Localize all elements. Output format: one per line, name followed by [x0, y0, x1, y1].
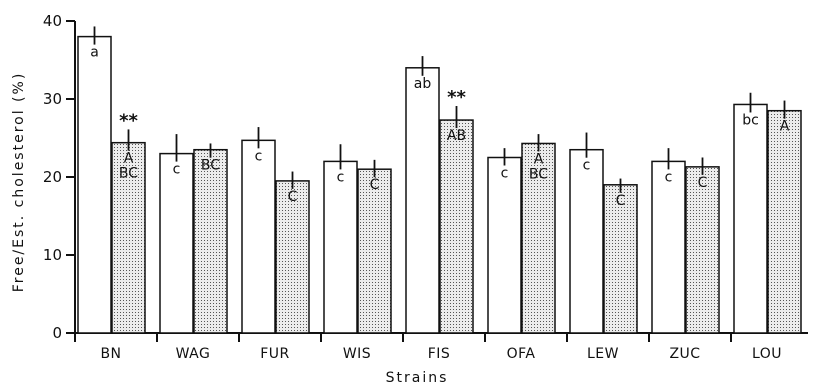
significance-letter: c	[173, 162, 181, 178]
bar-stippled	[193, 148, 228, 334]
bar-free-open	[405, 67, 440, 334]
x-category-label: WAG	[176, 346, 211, 362]
significance-letter: C	[698, 175, 708, 191]
bar-free-open	[733, 103, 768, 334]
significance-letter: c	[665, 169, 673, 185]
x-category-label: FUR	[260, 346, 290, 362]
y-tick-label: 20	[43, 168, 62, 186]
significance-letter: BC	[529, 166, 548, 182]
significance-letter: a	[90, 45, 99, 61]
significance-letter: BC	[119, 166, 138, 182]
bar-stippled	[357, 168, 392, 334]
bar-stippled	[685, 166, 720, 334]
significance-stars: **	[119, 110, 138, 131]
significance-stars: **	[447, 87, 466, 108]
significance-letter: C	[288, 189, 298, 205]
significance-letter: A	[124, 151, 134, 167]
significance-letter: AB	[447, 128, 466, 144]
x-category-label: FIS	[428, 346, 451, 362]
x-category-label: WIS	[343, 346, 371, 362]
x-category-label: OFA	[507, 346, 536, 362]
significance-letter: A	[780, 119, 790, 135]
y-tick-label: 30	[43, 90, 62, 108]
axes: 0 10 20 30 40 BN WAG FUR WIS FIS OFA LEW ZUC LOU	[43, 12, 808, 362]
y-axis-title: Free/Est. cholesterol (%)	[11, 72, 27, 293]
bar-free-open	[487, 156, 522, 334]
bar-stippled	[111, 141, 146, 334]
y-tick-label: 10	[43, 246, 62, 264]
bar-free-open	[159, 152, 194, 334]
bar-free-open	[569, 148, 604, 334]
significance-letter: c	[501, 166, 509, 182]
significance-letter: ab	[414, 76, 432, 92]
bar-stippled	[439, 119, 474, 334]
significance-letter: c	[255, 148, 263, 164]
significance-letter: BC	[201, 158, 220, 174]
bar-stippled	[603, 184, 638, 334]
significance-letter: C	[616, 193, 626, 209]
significance-letter: c	[583, 158, 591, 174]
bar-free-open	[77, 35, 112, 334]
bar-stippled	[275, 180, 310, 334]
significance-letter: C	[370, 177, 380, 193]
bar-free-open	[651, 160, 686, 334]
y-tick-label: 40	[43, 12, 62, 30]
x-category-label: LOU	[752, 346, 782, 362]
significance-letter: c	[337, 169, 345, 185]
bar-free-open	[241, 139, 276, 334]
y-tick-label: 0	[52, 324, 62, 342]
bar-stippled	[521, 142, 556, 334]
x-category-label: LEW	[587, 346, 619, 362]
bars	[77, 26, 802, 334]
significance-letter: A	[534, 151, 544, 167]
x-category-label: BN	[100, 346, 121, 362]
significance-letter: bc	[742, 112, 759, 128]
x-category-label: ZUC	[669, 346, 700, 362]
bar-stippled	[767, 109, 802, 334]
bar-free-open	[323, 160, 358, 334]
x-axis-title: Strains	[386, 370, 449, 386]
